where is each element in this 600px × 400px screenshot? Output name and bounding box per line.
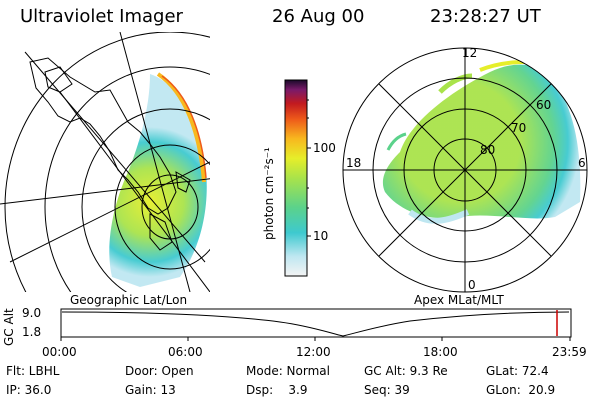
coastline — [29, 57, 177, 215]
right-map-label: Apex MLat/MLT — [414, 293, 504, 307]
mlat-label-60: 60 — [536, 98, 552, 112]
timeline-ytick-9: 9.0 — [22, 306, 42, 320]
info-dsp: Dsp: 3.9 — [246, 383, 308, 397]
mlt-label-6: 6 — [578, 156, 586, 170]
info-glon: GLon: 20.9 — [486, 383, 556, 397]
colorbar-tick-100: 100 — [313, 141, 336, 155]
mlt-label-12: 12 — [462, 46, 478, 60]
colorbar — [284, 79, 311, 277]
app-title: Ultraviolet Imager — [20, 6, 183, 27]
timeline-xtick-1200: 12:00 — [296, 345, 331, 359]
limb-arc-red — [161, 75, 207, 179]
geographic-map[interactable] — [0, 32, 225, 292]
timeline-xtick-1800: 18:00 — [423, 345, 458, 359]
timeline-xtick-0600: 06:00 — [168, 345, 203, 359]
colorbar-unit-label: photon cm⁻²s⁻¹ — [262, 147, 276, 240]
info-ip: IP: 36.0 — [6, 383, 52, 397]
timeline-ytick-1-8: 1.8 — [22, 325, 42, 339]
date-readout: 26 Aug 00 — [272, 6, 365, 27]
time-readout: 23:28:27 UT — [430, 6, 541, 27]
info-glat: GLat: 72.4 — [486, 364, 549, 378]
info-gain: Gain: 13 — [125, 383, 176, 397]
left-map-label: Geographic Lat/Lon — [70, 293, 188, 307]
orbit-altitude-timeline[interactable] — [60, 306, 575, 342]
mlat-label-70: 70 — [511, 121, 527, 135]
mlt-label-18: 18 — [346, 156, 362, 170]
info-seq: Seq: 39 — [364, 383, 410, 397]
altitude-curve — [61, 311, 570, 337]
colorbar-gradient — [284, 79, 308, 277]
info-mode: Mode: Normal — [246, 364, 330, 378]
colorbar-tick-10: 10 — [313, 229, 329, 243]
info-door: Door: Open — [125, 364, 194, 378]
timeline-xtick-0000: 00:00 — [42, 345, 77, 359]
info-filter: Flt: LBHL — [6, 364, 60, 378]
polar-mlt-plot[interactable] — [340, 42, 590, 294]
aurora-emission-region — [109, 74, 207, 287]
timeline-ylabel: GC Alt — [2, 308, 16, 346]
mlt-label-0: 0 — [468, 278, 476, 292]
aurora-oval — [382, 64, 581, 219]
polar-grid — [342, 47, 588, 293]
info-gc-alt: GC Alt: 9.3 Re — [364, 364, 448, 378]
mlat-label-80: 80 — [480, 143, 496, 157]
timeline-xtick-2359: 23:59 — [552, 345, 587, 359]
